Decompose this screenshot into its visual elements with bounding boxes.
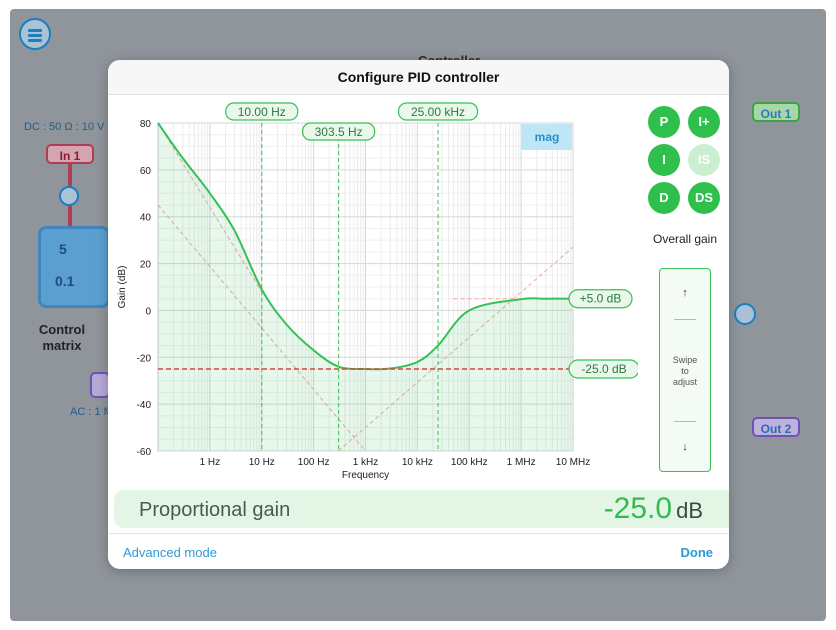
overall-gain-slider[interactable]: ↑ Swipe to adjust ↓ xyxy=(659,268,711,472)
level-label: +5.0 dB xyxy=(580,292,622,306)
derivative-asymptote xyxy=(338,246,574,452)
pid-button-d[interactable]: D xyxy=(648,182,680,214)
y-tick-label: 80 xyxy=(140,119,152,130)
x-tick-label: 1 kHz xyxy=(353,457,379,468)
proportional-gain-bar[interactable]: Proportional gain -25.0 dB xyxy=(114,490,729,528)
frequency-marker-pill xyxy=(225,102,299,121)
hint-line-2: to xyxy=(681,366,689,376)
pid-button-i-plus[interactable]: I+ xyxy=(688,106,720,138)
y-tick-label: 60 xyxy=(140,166,152,177)
gain-up-arrow: ↑ xyxy=(682,287,688,299)
control-matrix-block[interactable]: 5 0.1 xyxy=(38,226,110,308)
in1-port[interactable]: In 1 xyxy=(46,144,94,164)
pid-button-is[interactable]: IS xyxy=(688,144,720,176)
double-integral-asymptote xyxy=(157,122,263,292)
done-button[interactable]: Done xyxy=(680,545,714,560)
frequency-marker-label[interactable]: 303.5 Hz xyxy=(315,125,363,139)
gain-unit: dB xyxy=(676,498,703,523)
level-label: -25.0 dB xyxy=(581,362,626,376)
control-matrix-label: Control matrix xyxy=(38,322,86,353)
x-tick-label: 100 kHz xyxy=(451,457,488,468)
hamburger-menu-icon[interactable] xyxy=(19,18,51,50)
pid-dialog: Configure PID controller 1 Hz 10 Hz 100 Hz… xyxy=(108,60,729,569)
dialog-title: Configure PID controller xyxy=(108,60,729,95)
gain-number: -25.0 xyxy=(603,492,673,525)
pid-button-i[interactable]: I xyxy=(648,144,680,176)
pid-button-p[interactable]: P xyxy=(648,106,680,138)
integral-asymptote xyxy=(157,204,366,452)
mag-toggle[interactable]: mag xyxy=(535,130,560,144)
frequency-marker-pill xyxy=(302,122,376,141)
out1-port[interactable]: Out 1 xyxy=(752,102,800,122)
x-axis-label: Frequency xyxy=(342,470,389,481)
mag-tab xyxy=(521,124,572,150)
matrix-cell-1: 5 xyxy=(59,241,67,257)
proportional-gain-label: Proportional gain xyxy=(139,499,291,521)
frequency-marker-pill xyxy=(397,102,479,121)
ac-label: AC : 1 M xyxy=(70,406,113,418)
frequency-marker-label[interactable]: 10.00 Hz xyxy=(238,105,286,119)
proportional-gain-value: -25.0 dB xyxy=(604,492,703,526)
slider-divider xyxy=(674,319,696,320)
dc-label: DC : 50 Ω : 10 V xyxy=(24,121,105,133)
hint-line-3: adjust xyxy=(672,377,698,387)
y-axis-label: Gain (dB) xyxy=(117,266,128,309)
y-tick-label: -40 xyxy=(137,400,152,411)
matrix-cell-2: 0.1 xyxy=(55,273,75,289)
frequency-marker-label[interactable]: 25.00 kHz xyxy=(411,105,465,119)
x-tick-label: 10 MHz xyxy=(556,457,590,468)
hint-line-1: Swipe xyxy=(672,355,698,365)
in1-node[interactable] xyxy=(59,186,79,206)
swipe-hint: Swipe to adjust xyxy=(660,355,710,388)
y-tick-label: -60 xyxy=(137,447,152,458)
x-tick-label: 10 Hz xyxy=(249,457,275,468)
x-tick-label: 1 MHz xyxy=(507,457,536,468)
y-tick-label: -20 xyxy=(137,353,152,364)
level-pill xyxy=(568,289,633,309)
in2-port-partial[interactable] xyxy=(90,372,110,398)
x-tick-label: 1 Hz xyxy=(200,457,221,468)
y-tick-label: 40 xyxy=(140,213,152,224)
gain-down-arrow: ↓ xyxy=(682,441,688,453)
bode-plot[interactable]: 1 Hz 10 Hz 100 Hz 1 kHz 10 kHz 100 kHz 1 MHz 10… xyxy=(108,95,638,487)
out2-port[interactable]: Out 2 xyxy=(752,417,800,437)
x-tick-label: 100 Hz xyxy=(298,457,330,468)
y-tick-label: 0 xyxy=(145,306,151,317)
overall-gain-title: Overall gain xyxy=(652,232,718,246)
slider-divider xyxy=(674,421,696,422)
x-tick-label: 10 kHz xyxy=(402,457,433,468)
dialog-footer: Advanced mode Done xyxy=(108,533,729,569)
advanced-mode-link[interactable]: Advanced mode xyxy=(123,545,217,560)
output-node[interactable] xyxy=(734,303,756,325)
pid-button-ds[interactable]: DS xyxy=(688,182,720,214)
level-pill xyxy=(568,359,638,379)
y-tick-label: 20 xyxy=(140,260,152,271)
